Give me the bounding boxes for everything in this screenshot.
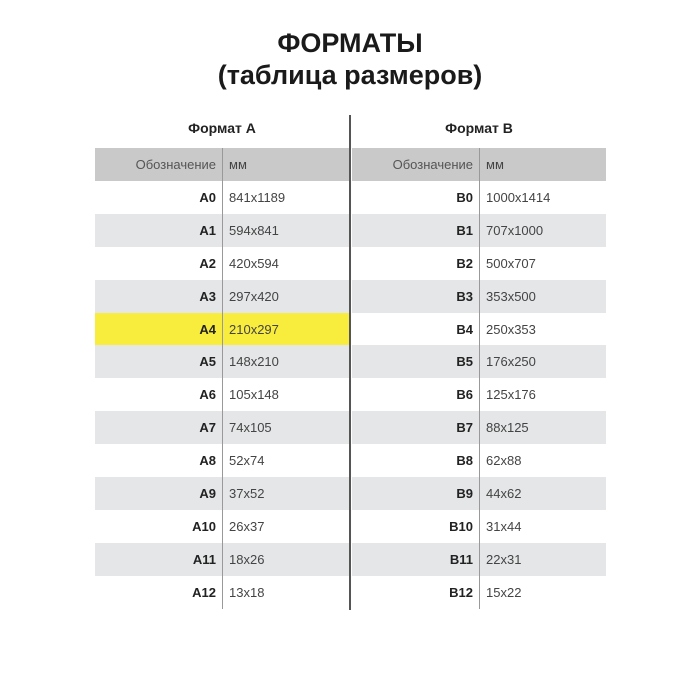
format-size: 1000x1414 bbox=[486, 189, 551, 205]
table-row: A12 13x18 bbox=[95, 575, 349, 609]
format-size: 18x26 bbox=[229, 551, 265, 567]
format-size: 210x297 bbox=[229, 321, 279, 337]
header-mm: мм bbox=[486, 157, 504, 172]
table-row: A10 26x37 bbox=[95, 509, 349, 543]
format-size: 26x37 bbox=[229, 518, 265, 534]
format-size: 15x22 bbox=[486, 584, 522, 600]
table-row: A3 297x420 bbox=[95, 279, 349, 313]
table-row: B5 176x250 bbox=[352, 345, 606, 379]
header-designation: Обозначение bbox=[352, 148, 480, 181]
table-header: Обозначение мм bbox=[95, 148, 349, 181]
table-format-b: Формат В Обозначение мм B0 1000x1414 B1 707x10… bbox=[352, 115, 606, 609]
table-row: B8 62x88 bbox=[352, 444, 606, 478]
format-name: B3 bbox=[352, 279, 480, 313]
format-size: 707x1000 bbox=[486, 222, 544, 238]
table-row: A11 18x26 bbox=[95, 542, 349, 576]
table-row: B7 88x125 bbox=[352, 411, 606, 445]
format-name: B1 bbox=[352, 213, 480, 247]
format-size: 148x210 bbox=[229, 354, 279, 370]
table-row: B2 500x707 bbox=[352, 246, 606, 280]
format-size: 105x148 bbox=[229, 387, 279, 403]
table-row: B3 353x500 bbox=[352, 279, 606, 313]
table-row: B9 44x62 bbox=[352, 477, 606, 510]
page-subtitle: (таблица размеров) bbox=[217, 60, 483, 90]
table-row: A4 210x297 bbox=[95, 312, 349, 346]
format-name: B6 bbox=[352, 378, 480, 412]
format-size: 176x250 bbox=[486, 354, 536, 370]
table-row: A1 594x841 bbox=[95, 213, 349, 247]
header-mm: мм bbox=[229, 157, 247, 172]
format-name: A2 bbox=[95, 246, 223, 280]
table-header: Обозначение мм bbox=[352, 148, 606, 181]
header-designation: Обозначение bbox=[95, 148, 223, 181]
table-row: B1 707x1000 bbox=[352, 213, 606, 247]
table-caption: Формат В bbox=[445, 120, 513, 136]
table-caption: Формат А bbox=[188, 120, 256, 136]
format-name: A11 bbox=[95, 542, 223, 576]
format-size: 88x125 bbox=[486, 420, 529, 436]
format-name: B2 bbox=[352, 246, 480, 280]
format-size: 420x594 bbox=[229, 255, 279, 271]
format-name: A7 bbox=[95, 411, 223, 445]
format-size: 62x88 bbox=[486, 453, 522, 469]
table-row: A2 420x594 bbox=[95, 246, 349, 280]
format-size: 250x353 bbox=[486, 321, 536, 337]
format-name: B11 bbox=[352, 542, 480, 576]
format-name: B7 bbox=[352, 411, 480, 445]
format-name: B10 bbox=[352, 509, 480, 543]
table-row: B6 125x176 bbox=[352, 378, 606, 412]
table-row: B4 250x353 bbox=[352, 312, 606, 346]
format-name: B8 bbox=[352, 444, 480, 478]
format-size: 13x18 bbox=[229, 584, 265, 600]
format-size: 125x176 bbox=[486, 387, 536, 403]
format-size: 841x1189 bbox=[229, 189, 286, 205]
format-name: B12 bbox=[352, 575, 480, 609]
divider bbox=[349, 115, 351, 610]
format-name: B9 bbox=[352, 477, 480, 510]
table-row: B10 31x44 bbox=[352, 509, 606, 543]
format-name: A0 bbox=[95, 181, 223, 214]
format-name: B0 bbox=[352, 181, 480, 214]
format-size: 297x420 bbox=[229, 288, 279, 304]
table-row: A5 148x210 bbox=[95, 345, 349, 379]
format-size: 22x31 bbox=[486, 551, 522, 567]
table-row: A9 37x52 bbox=[95, 477, 349, 510]
format-name: B5 bbox=[352, 345, 480, 379]
format-size: 37x52 bbox=[229, 485, 265, 501]
format-name: B4 bbox=[352, 312, 480, 346]
format-name: A4 bbox=[95, 312, 223, 346]
format-name: A9 bbox=[95, 477, 223, 510]
page-title: ФОРМАТЫ bbox=[277, 28, 423, 58]
format-size: 52x74 bbox=[229, 453, 265, 469]
format-size: 31x44 bbox=[486, 518, 522, 534]
format-name: A1 bbox=[95, 213, 223, 247]
format-name: A12 bbox=[95, 575, 223, 609]
format-size: 74x105 bbox=[229, 420, 272, 436]
format-name: A6 bbox=[95, 378, 223, 412]
table-row: B12 15x22 bbox=[352, 575, 606, 609]
format-name: A8 bbox=[95, 444, 223, 478]
format-size: 500x707 bbox=[486, 255, 536, 271]
format-size: 594x841 bbox=[229, 222, 279, 238]
format-size: 353x500 bbox=[486, 288, 536, 304]
table-row: B11 22x31 bbox=[352, 542, 606, 576]
format-size: 44x62 bbox=[486, 485, 522, 501]
format-name: A10 bbox=[95, 509, 223, 543]
table-row: A6 105x148 bbox=[95, 378, 349, 412]
table-row: A8 52x74 bbox=[95, 444, 349, 478]
table-row: A7 74x105 bbox=[95, 411, 349, 445]
format-name: A3 bbox=[95, 279, 223, 313]
table-row: A0 841x1189 bbox=[95, 181, 349, 214]
table-row: B0 1000x1414 bbox=[352, 181, 606, 214]
format-name: A5 bbox=[95, 345, 223, 379]
table-format-a: Формат А Обозначение мм A0 841x1189 A1 594x841… bbox=[95, 115, 349, 609]
